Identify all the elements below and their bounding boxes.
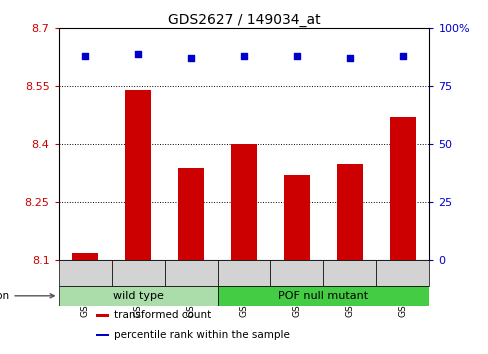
Title: GDS2627 / 149034_at: GDS2627 / 149034_at <box>168 13 320 27</box>
Point <box>187 56 195 61</box>
Text: POF null mutant: POF null mutant <box>279 291 368 301</box>
Point <box>293 53 301 59</box>
Bar <box>96 334 109 336</box>
Bar <box>390 117 416 261</box>
Bar <box>218 286 429 306</box>
Point <box>134 51 142 57</box>
Bar <box>376 261 429 286</box>
Point <box>399 53 407 59</box>
Text: percentile rank within the sample: percentile rank within the sample <box>114 330 290 340</box>
Text: transformed count: transformed count <box>114 310 211 320</box>
Bar <box>125 90 151 261</box>
Bar <box>324 261 376 286</box>
Point <box>240 53 248 59</box>
Bar <box>337 164 363 261</box>
Point <box>81 53 89 59</box>
Text: wild type: wild type <box>113 291 163 301</box>
Bar <box>112 261 164 286</box>
Bar <box>164 261 218 286</box>
Bar <box>270 261 324 286</box>
Bar <box>284 175 310 261</box>
Point <box>346 56 354 61</box>
Bar <box>218 261 270 286</box>
Bar <box>59 286 218 306</box>
Bar <box>96 314 109 316</box>
Bar <box>178 167 204 261</box>
Text: genotype/variation: genotype/variation <box>0 291 54 301</box>
Bar <box>72 253 98 261</box>
Bar <box>59 261 112 286</box>
Bar <box>231 144 257 261</box>
